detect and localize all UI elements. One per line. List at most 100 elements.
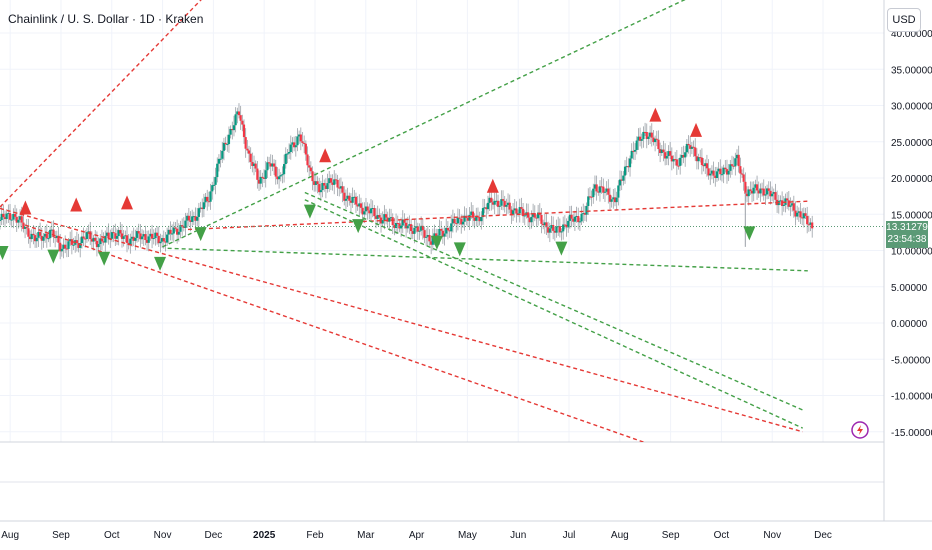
candle-body xyxy=(745,193,749,197)
candle-body xyxy=(358,203,361,207)
candle-body xyxy=(299,134,302,142)
candle-body xyxy=(570,214,573,219)
candle-body xyxy=(448,230,451,232)
candle-body xyxy=(704,163,707,167)
candle-body xyxy=(714,175,717,178)
candle-body xyxy=(568,214,571,221)
candle-body xyxy=(389,217,393,219)
candle-body xyxy=(605,188,608,192)
candle-body xyxy=(732,165,735,167)
buy-signal-down-triangle xyxy=(743,226,756,241)
candle-body xyxy=(503,200,506,207)
candle-body xyxy=(458,217,461,219)
candle-body xyxy=(796,212,799,217)
candle-body xyxy=(251,161,254,166)
candle-body xyxy=(313,181,316,185)
candle-body xyxy=(314,181,317,185)
candle-body xyxy=(316,181,319,185)
candle-body xyxy=(779,200,782,202)
candle-body xyxy=(789,205,792,207)
candle-body xyxy=(672,159,675,162)
y-tick-label: 30.00000 xyxy=(891,102,932,113)
candle-body xyxy=(547,227,550,233)
candle-body xyxy=(729,164,732,171)
candle-body xyxy=(643,131,647,133)
candle-body xyxy=(532,213,535,217)
candle-body xyxy=(134,237,137,241)
candle-body xyxy=(356,204,359,207)
candle-body xyxy=(720,174,724,176)
candle-body xyxy=(65,248,68,250)
candle-body xyxy=(750,190,754,194)
candle-body xyxy=(27,228,30,237)
candle-body xyxy=(724,167,727,170)
resistance-trendline xyxy=(0,0,202,208)
candle-body xyxy=(476,216,480,218)
candle-body xyxy=(684,152,687,158)
sell-signal-up-triangle xyxy=(486,178,499,193)
candle-body xyxy=(344,198,348,201)
candle-body xyxy=(80,236,83,244)
candle-body xyxy=(781,200,784,206)
currency-button[interactable]: USD xyxy=(887,8,921,32)
candle-body xyxy=(15,216,18,223)
x-tick-label: Dec xyxy=(814,530,832,541)
candle-body xyxy=(687,143,690,146)
candle-body xyxy=(142,234,145,237)
candle-body xyxy=(364,206,368,212)
candle-body xyxy=(470,211,473,215)
candle-body xyxy=(445,227,448,234)
candle-body xyxy=(8,213,12,220)
candle-body xyxy=(184,220,187,228)
candle-body xyxy=(28,236,32,240)
candle-body xyxy=(689,145,692,149)
candle-body xyxy=(232,125,236,131)
candle-body xyxy=(129,238,132,246)
candle-body xyxy=(623,166,627,176)
candle-body xyxy=(709,173,712,176)
candle-body xyxy=(378,215,381,218)
candle-body xyxy=(518,207,521,214)
candle-body xyxy=(42,236,45,241)
candle-body xyxy=(552,224,555,231)
candle-body xyxy=(431,237,434,245)
last-price-value: 13.31279 xyxy=(886,222,928,233)
candle-body xyxy=(368,210,371,214)
candle-body xyxy=(32,233,35,236)
candle-body xyxy=(94,237,97,241)
candle-body xyxy=(537,212,540,219)
candle-body xyxy=(117,230,120,237)
candle-body xyxy=(177,231,180,235)
candle-body xyxy=(354,196,358,205)
candle-body xyxy=(446,227,449,231)
candle-body xyxy=(652,137,655,143)
candle-body xyxy=(744,181,747,194)
candle-body xyxy=(234,114,237,126)
candle-body xyxy=(630,150,633,159)
candle-body xyxy=(406,225,409,229)
x-tick-label: Aug xyxy=(1,530,19,541)
candle-body xyxy=(501,199,505,201)
candle-body xyxy=(602,186,605,193)
candle-body xyxy=(520,207,523,209)
candle-body xyxy=(659,149,662,154)
candle-body xyxy=(353,196,356,198)
y-tick-label: 0.00000 xyxy=(891,319,928,330)
candle-body xyxy=(475,216,478,221)
candle-body xyxy=(425,236,428,238)
candle-body xyxy=(324,185,327,189)
sell-signal-up-triangle xyxy=(690,122,703,137)
candle-body xyxy=(122,236,125,239)
x-tick-label: Oct xyxy=(714,530,730,541)
candle-body xyxy=(274,166,277,177)
candle-body xyxy=(669,151,672,156)
candle-body xyxy=(283,164,286,175)
candle-body xyxy=(45,233,48,239)
candle-body xyxy=(331,182,334,185)
candle-body xyxy=(533,213,536,218)
candle-body xyxy=(610,199,613,202)
candle-body xyxy=(702,164,705,167)
candle-body xyxy=(418,230,421,232)
support-trendline xyxy=(167,247,808,272)
